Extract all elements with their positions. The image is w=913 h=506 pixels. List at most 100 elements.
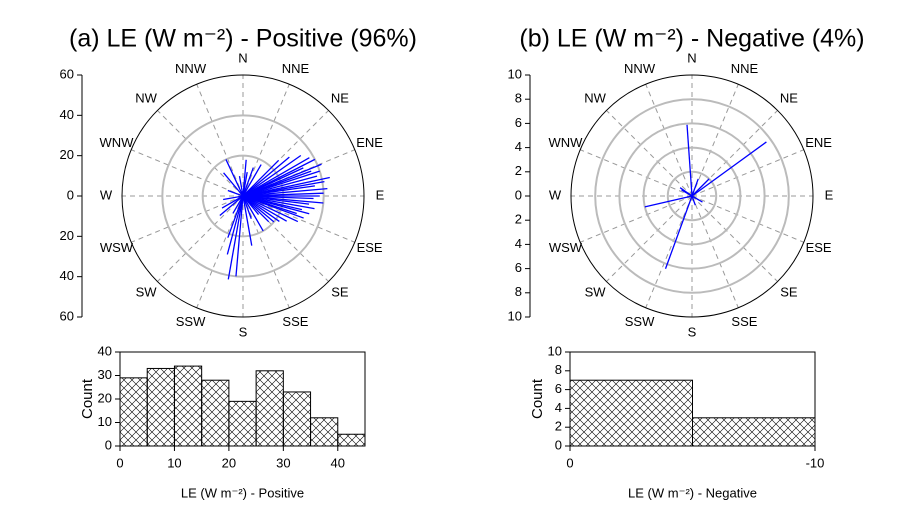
stick (242, 195, 264, 232)
r-tick-label: 0 (515, 187, 522, 202)
r-tick-label: 8 (515, 91, 522, 106)
stick (242, 172, 248, 197)
x-tick-label: 30 (276, 455, 290, 470)
r-tick-label: 60 (60, 308, 74, 323)
r-tick-label: 2 (515, 163, 522, 178)
y-tick-label: 0 (555, 437, 562, 452)
spoke (157, 195, 244, 282)
y-tick-label: 10 (548, 343, 562, 358)
stick (221, 195, 244, 209)
r-tick-label: 6 (515, 115, 522, 130)
x-axis-label: LE (W m⁻²) - Positive (181, 485, 304, 500)
spoke (131, 195, 244, 243)
stick (242, 157, 310, 197)
r-tick-label: 20 (60, 228, 74, 243)
spoke (580, 149, 693, 197)
stick (242, 167, 254, 197)
r-tick-label: 60 (60, 66, 74, 81)
direction-label: S (688, 324, 697, 339)
stick (227, 195, 244, 238)
bar (173, 365, 203, 447)
spoke (645, 195, 693, 308)
direction-label: NW (135, 91, 157, 106)
stick (691, 178, 699, 197)
stick (235, 195, 244, 277)
grid-circle (666, 170, 718, 222)
stick (242, 195, 299, 223)
direction-label: WNW (548, 135, 583, 150)
stick (644, 195, 693, 208)
direction-label: W (100, 187, 113, 202)
direction-label: SSW (176, 314, 206, 329)
r-tick-label: 40 (60, 107, 74, 122)
stick (242, 170, 320, 197)
spoke (580, 195, 693, 243)
direction-label: N (238, 50, 247, 65)
direction-label: SW (585, 284, 607, 299)
direction-label: WNW (99, 135, 134, 150)
stick (232, 195, 244, 214)
bar (228, 400, 257, 447)
direction-label: S (239, 324, 248, 339)
stick (691, 178, 710, 197)
direction-label: E (825, 187, 834, 202)
r-tick-label: 4 (515, 139, 522, 154)
outer-circle (121, 74, 365, 318)
chart-title: (a) LE (W m⁻²) - Positive (96%) (69, 25, 417, 53)
x-tick-label: 20 (222, 455, 236, 470)
r-tick-label: 10 (508, 66, 522, 81)
y-tick-label: 6 (555, 381, 562, 396)
stick (225, 159, 244, 197)
stick (242, 159, 280, 197)
direction-label: NNE (282, 61, 310, 76)
spoke (691, 195, 778, 282)
bar (146, 367, 175, 447)
direction-label: W (549, 187, 562, 202)
stick (242, 195, 287, 222)
direction-label: NW (584, 91, 606, 106)
spoke (645, 84, 693, 197)
stick (691, 141, 767, 197)
spoke (196, 84, 244, 197)
spoke (242, 84, 290, 197)
y-tick-label: 20 (98, 390, 112, 405)
direction-label: NNW (624, 61, 656, 76)
x-tick-label: -10 (806, 455, 825, 470)
stick (242, 164, 262, 197)
r-tick-label: 20 (60, 147, 74, 162)
direction-label: SSE (731, 314, 757, 329)
direction-label: SW (136, 284, 158, 299)
stick (691, 195, 703, 203)
stick (242, 187, 328, 197)
stick (242, 195, 304, 219)
stick (242, 195, 253, 246)
x-axis-label: LE (W m⁻²) - Negative (628, 485, 757, 500)
y-tick-label: 0 (105, 437, 112, 452)
spoke (606, 110, 693, 197)
x-tick-label: 10 (167, 455, 181, 470)
grid-circle (161, 114, 325, 278)
stick (226, 195, 244, 255)
spoke (691, 195, 804, 243)
y-axis-label: Count (529, 378, 546, 419)
grid-circle (594, 98, 790, 294)
stick (242, 195, 252, 219)
direction-label: SSE (282, 314, 308, 329)
bar (692, 417, 816, 447)
y-tick-label: 4 (555, 400, 562, 415)
y-tick-label: 10 (98, 414, 112, 429)
spoke (242, 195, 290, 308)
stick (219, 195, 244, 216)
r-tick-label: 10 (508, 308, 522, 323)
spoke (196, 195, 244, 308)
spoke (691, 149, 804, 197)
direction-label: NE (780, 91, 798, 106)
r-tick-label: 6 (515, 260, 522, 275)
direction-label: ENE (356, 135, 383, 150)
stick (242, 195, 260, 215)
direction-label: E (376, 187, 385, 202)
spoke (242, 195, 355, 243)
direction-label: NNW (175, 61, 207, 76)
direction-label: NNE (731, 61, 759, 76)
